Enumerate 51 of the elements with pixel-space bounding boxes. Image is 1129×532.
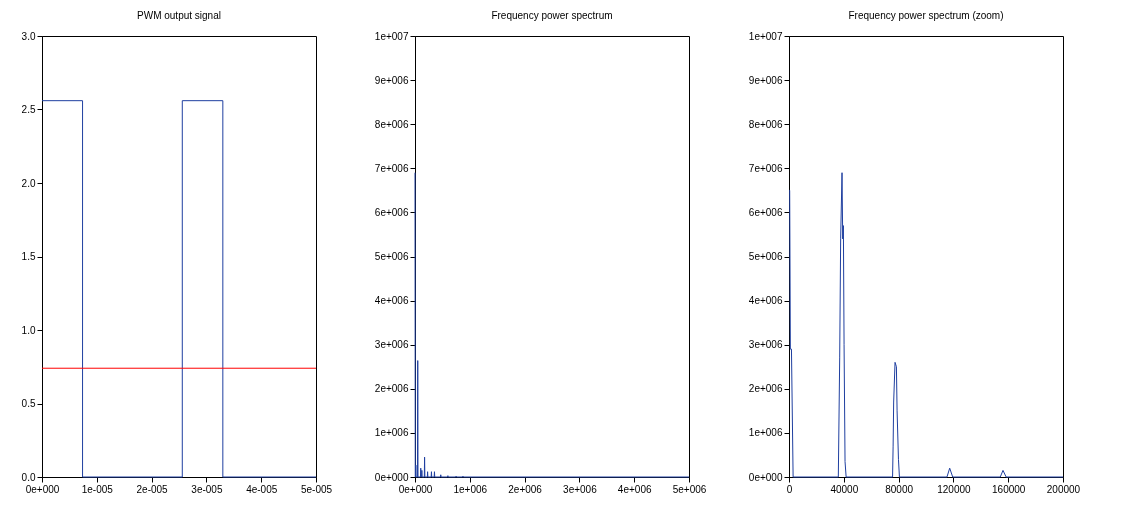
x-tick-label: 160000: [992, 483, 1026, 495]
y-tick-label: 2e+006: [748, 383, 783, 395]
y-tick-label: 0.5: [21, 398, 36, 409]
y-tick-label: 8e+006: [374, 118, 409, 130]
y-tick-label: 7e+006: [748, 162, 783, 174]
y-tick-label: 1.5: [21, 251, 36, 262]
y-tick-label: 1e+006: [748, 427, 783, 439]
x-tick-label: 0: [786, 483, 793, 495]
y-tick-label: 5e+006: [748, 251, 783, 262]
x-tick-label: 200000: [1046, 483, 1081, 495]
chart-title: Frequency power spectrum (zoom): [848, 10, 1004, 21]
x-tick-label: 5e-005: [300, 483, 333, 495]
x-tick-label: 5e+006: [672, 483, 707, 495]
x-tick-label: 1e+006: [453, 483, 488, 495]
y-tick-label: 0e+000: [748, 471, 783, 483]
y-tick-label: 2.0: [21, 177, 36, 189]
y-tick-label: 3e+006: [374, 339, 409, 351]
y-tick-label: 1e+007: [748, 30, 783, 42]
x-tick-label: 40000: [830, 483, 859, 495]
x-tick-label: 2e-005: [136, 483, 169, 495]
chart-title: PWM output signal: [137, 10, 221, 21]
y-tick-label: 2.5: [21, 104, 36, 115]
y-tick-label: 7e+006: [374, 162, 409, 174]
x-tick-label: 120000: [937, 483, 972, 495]
x-tick-label: 1e-005: [81, 483, 114, 495]
y-tick-label: 9e+006: [374, 74, 409, 86]
y-tick-label: 6e+006: [748, 206, 783, 218]
x-tick-label: 0e+000: [398, 483, 433, 495]
y-tick-label: 0.0: [21, 471, 36, 483]
x-tick-label: 4e-005: [246, 483, 278, 495]
x-tick-label: 3e+006: [563, 483, 598, 495]
x-tick-label: 80000: [885, 483, 914, 495]
y-tick-label: 8e+006: [748, 118, 783, 130]
y-tick-label: 3.0: [21, 30, 36, 42]
y-tick-label: 4e+006: [374, 295, 409, 307]
y-tick-label: 6e+006: [374, 206, 409, 218]
y-tick-label: 5e+006: [374, 251, 409, 262]
y-tick-label: 0e+000: [374, 471, 409, 483]
x-tick-label: 2e+006: [508, 483, 543, 495]
y-tick-label: 1.0: [21, 324, 36, 336]
chart-title: Frequency power spectrum: [491, 10, 613, 21]
y-tick-label: 1e+006: [374, 427, 409, 439]
y-tick-label: 2e+006: [374, 383, 409, 395]
y-tick-label: 4e+006: [748, 295, 783, 307]
x-tick-label: 3e-005: [191, 483, 223, 495]
line-series: [414, 172, 690, 478]
y-tick-label: 3e+006: [748, 339, 783, 351]
x-tick-label: 4e+006: [617, 483, 652, 495]
line-series: [788, 172, 1064, 478]
y-tick-label: 1e+007: [374, 30, 409, 42]
y-tick-label: 9e+006: [748, 74, 783, 86]
